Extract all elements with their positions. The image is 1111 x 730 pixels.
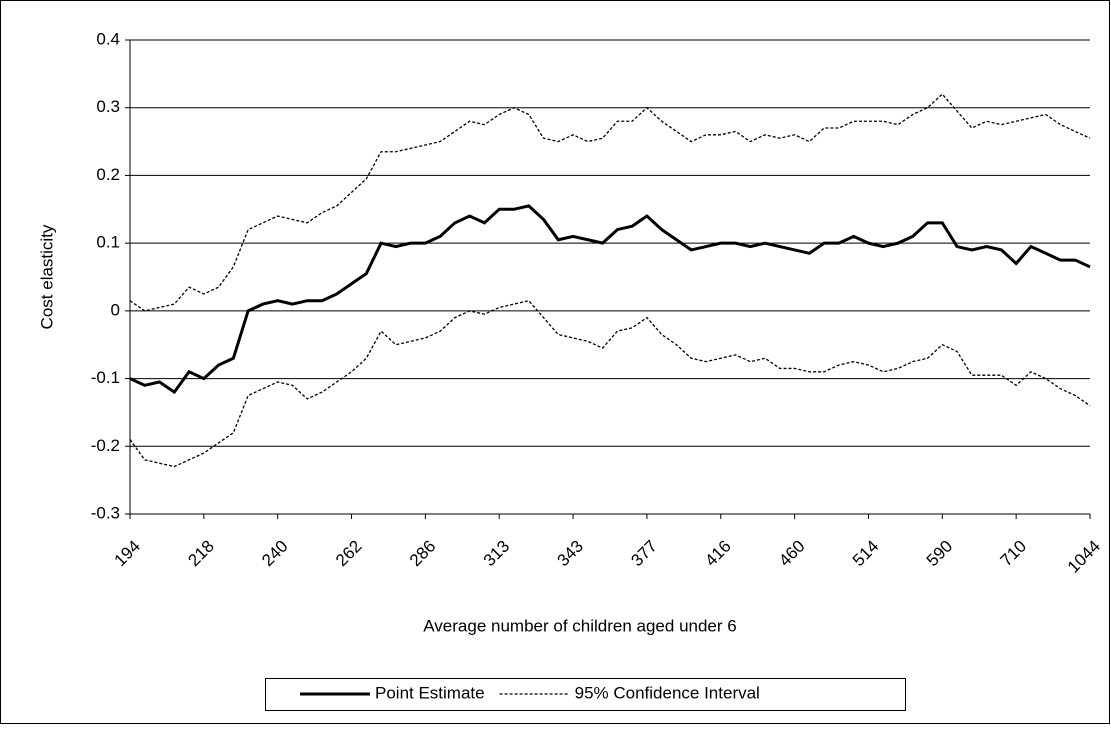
y-tick-label: 0.3 — [96, 97, 120, 116]
y-axis-title: Cost elasticity — [37, 224, 56, 329]
y-tick-label: -0.2 — [91, 436, 120, 455]
y-tick-label: 0.2 — [96, 165, 120, 184]
legend-label: 95% Confidence Interval — [575, 683, 760, 702]
series-line — [129, 299, 1091, 468]
legend-box — [265, 678, 906, 711]
y-tick-label: 0.4 — [96, 29, 120, 48]
y-tick-label: -0.3 — [91, 503, 120, 522]
y-tick-label: -0.1 — [91, 368, 120, 387]
legend-label: Point Estimate — [375, 683, 485, 702]
series-line — [129, 93, 1091, 312]
y-tick-label: 0 — [111, 300, 120, 319]
x-axis-title: Average number of children aged under 6 — [423, 616, 736, 635]
y-tick-label: 0.1 — [96, 233, 120, 252]
series-line — [129, 204, 1091, 395]
